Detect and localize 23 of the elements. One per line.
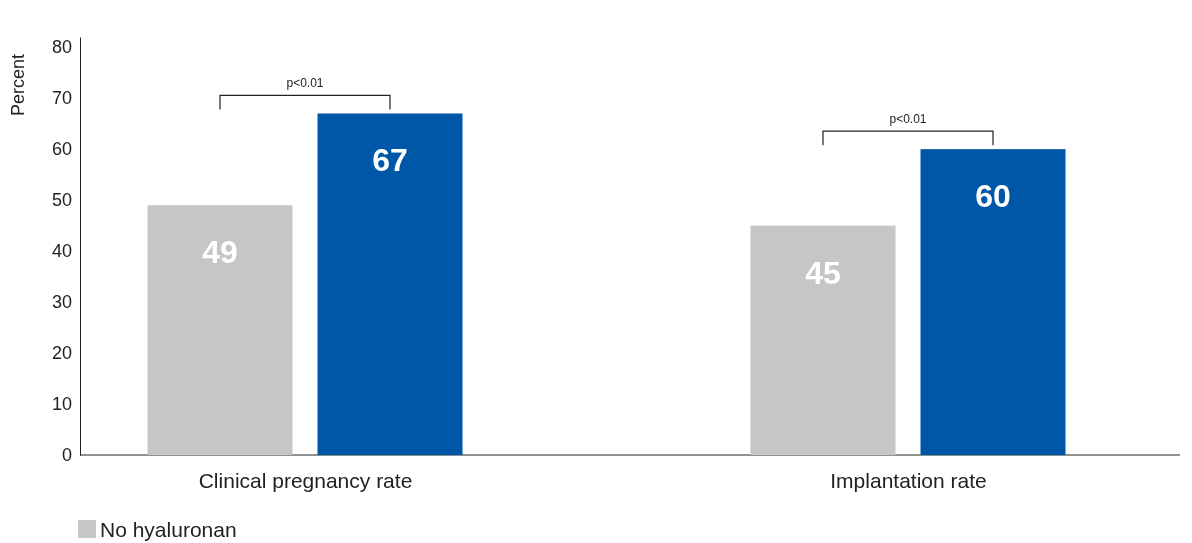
y-tick-label: 80 <box>51 37 72 58</box>
y-tick-label: 20 <box>51 343 72 364</box>
bar <box>750 225 896 455</box>
y-tick-label: 40 <box>51 241 72 262</box>
x-tick-label: Clinical pregnancy rate <box>198 468 413 492</box>
x-tick-label: Implantation rate <box>830 468 987 492</box>
y-tick-label: 30 <box>51 292 72 313</box>
annotation: p<0.01 <box>889 112 927 127</box>
bar <box>317 113 463 455</box>
y-tick-label: 70 <box>51 88 72 109</box>
bar <box>920 149 1066 455</box>
y-tick-label: 50 <box>51 190 72 211</box>
y-tick-label: 60 <box>51 139 72 160</box>
bar <box>147 205 293 455</box>
y-tick-label: 0 <box>61 445 72 466</box>
annotation: p<0.01 <box>286 76 324 91</box>
data-label: 60 <box>975 178 1011 215</box>
data-label: 45 <box>805 254 841 291</box>
y-tick-label: 10 <box>51 394 72 415</box>
y-axis-title: Percent <box>8 53 28 117</box>
legend-label: No hyaluronan <box>100 518 237 541</box>
data-label: 67 <box>372 142 408 179</box>
data-label: 49 <box>202 234 238 271</box>
